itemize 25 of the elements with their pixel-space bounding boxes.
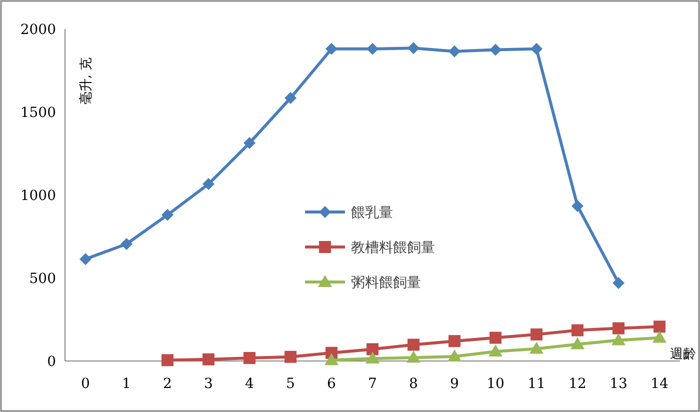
x-tick-label: 5	[286, 376, 295, 392]
x-tick-label: 10	[486, 376, 504, 392]
x-tick-label: 9	[450, 376, 459, 392]
y-tick-label: 1000	[20, 188, 56, 204]
y-tick-label: 0	[47, 354, 56, 370]
x-tick-label: 0	[81, 376, 90, 392]
x-tick-label: 1	[122, 376, 131, 392]
x-tick-label: 11	[528, 376, 546, 392]
x-tick-label: 14	[650, 376, 668, 392]
x-tick-label: 4	[245, 376, 254, 392]
legend-label: 粥料餵飼量	[351, 275, 421, 291]
legend-label: 餵乳量	[351, 205, 393, 221]
x-axis-title: 週齡	[670, 347, 696, 362]
y-tick-label: 1500	[20, 105, 56, 121]
y-tick-label: 500	[29, 271, 56, 287]
x-tick-label: 3	[204, 376, 213, 392]
x-tick-label: 12	[568, 376, 586, 392]
x-tick-label: 6	[327, 376, 336, 392]
y-tick-label: 2000	[20, 22, 56, 38]
x-tick-label: 8	[409, 376, 418, 392]
y-axis-title: 毫升, 克	[78, 57, 94, 105]
x-tick-label: 7	[368, 376, 377, 392]
x-tick-label: 2	[163, 376, 172, 392]
legend-label: 教槽料餵飼量	[351, 240, 435, 256]
x-tick-label: 13	[610, 376, 628, 392]
